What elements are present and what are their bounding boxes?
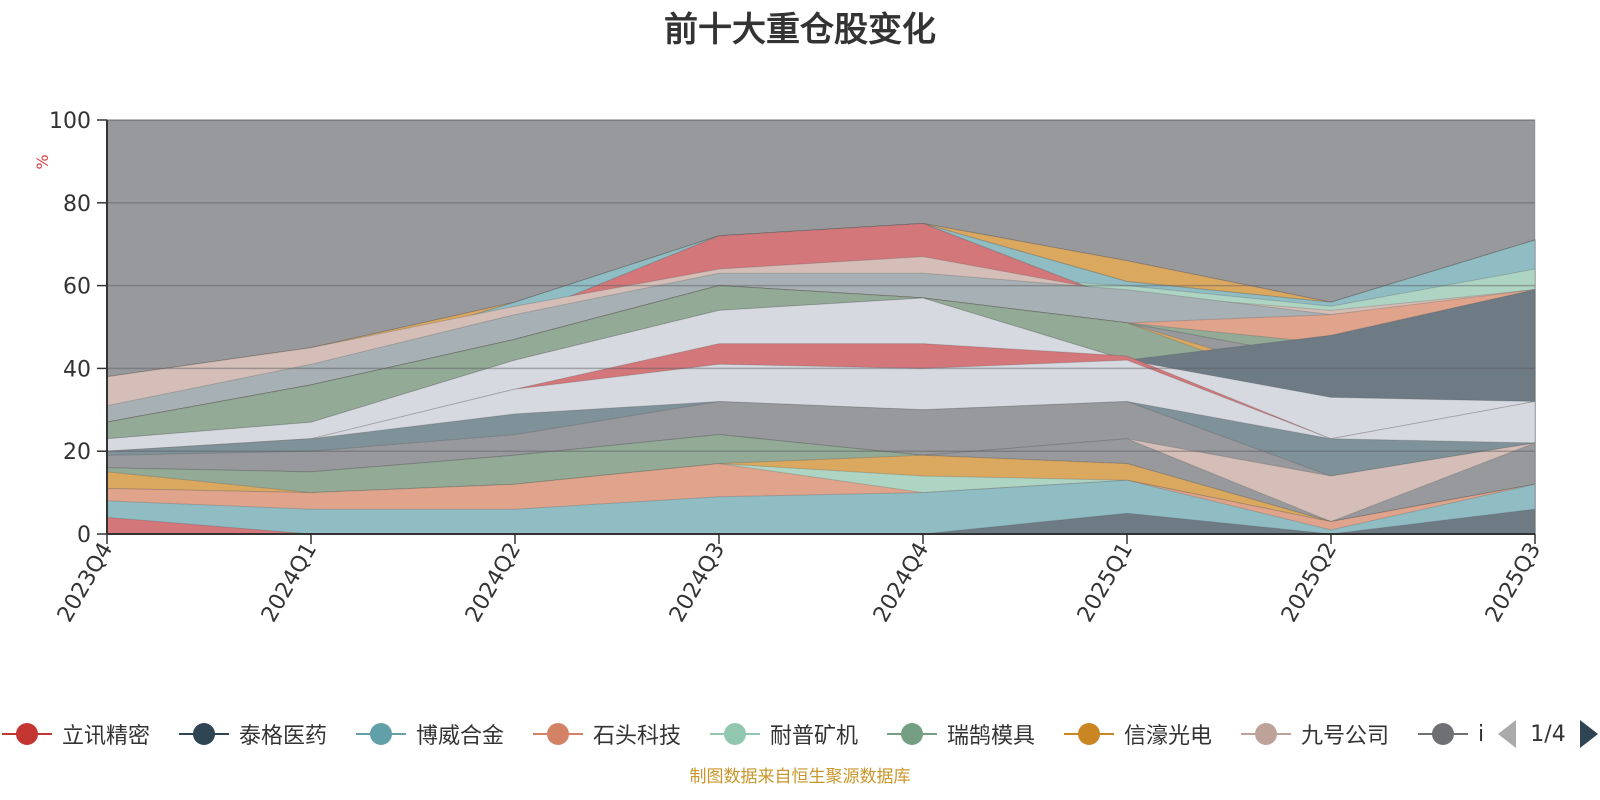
legend-item-9[interactable]: i [1418, 712, 1484, 756]
legend-marker-icon [887, 719, 937, 749]
y-tick-label-100: 100 [49, 109, 91, 134]
legend-label: 九号公司 [1301, 724, 1390, 749]
x-tick-label-2025Q3: 2025Q3 [1481, 539, 1546, 627]
legend-page-indicator: 1/4 [1530, 721, 1566, 747]
y-tick-label-0: 0 [77, 523, 91, 548]
legend-marker-icon [533, 719, 583, 749]
legend-item-1[interactable]: 立讯精密 [2, 712, 150, 756]
source-note: 制图数据来自恒生聚源数据库 [689, 767, 911, 787]
legend-label: 信濠光电 [1124, 724, 1213, 749]
legend-marker-icon [179, 719, 229, 749]
x-tick-label-2024Q2: 2024Q2 [461, 539, 526, 627]
legend-marker-icon [1241, 719, 1291, 749]
legend-label: 石头科技 [593, 724, 682, 749]
legend-label: 博威合金 [416, 724, 505, 749]
legend-label: 泰格医药 [239, 724, 328, 749]
legend-marker-icon [356, 719, 406, 749]
legend-label: 瑞鹄模具 [947, 724, 1036, 749]
chart-title: 前十大重仓股变化 [664, 10, 936, 50]
y-tick-label-20: 20 [63, 440, 91, 465]
chart-plot: 0 20 40 60 80 100% 2023Q4 2024Q1 2024Q2 2024Q3 202… [33, 109, 1546, 627]
y-tick-label-40: 40 [63, 357, 91, 382]
x-tick-label-2024Q4: 2024Q4 [869, 539, 934, 627]
x-tick-label-2025Q2: 2025Q2 [1277, 539, 1342, 627]
legend-item-8[interactable]: 九号公司 [1241, 712, 1389, 756]
legend-next-page-icon[interactable] [1580, 720, 1598, 748]
x-tick-label-2024Q3: 2024Q3 [665, 539, 730, 627]
legend-item-7[interactable]: 信濠光电 [1064, 712, 1212, 756]
legend-marker-icon [710, 719, 760, 749]
legend-marker-icon [2, 719, 52, 749]
legend-label: 耐普矿机 [770, 724, 859, 749]
legend-item-4[interactable]: 石头科技 [533, 712, 681, 756]
legend-pager: 1/4 [1498, 716, 1598, 752]
legend-marker-icon [1064, 719, 1114, 749]
legend-item-6[interactable]: 瑞鹄模具 [887, 712, 1035, 756]
x-tick-label-2024Q1: 2024Q1 [257, 539, 322, 627]
legend-prev-page-icon[interactable] [1498, 720, 1516, 748]
legend-label: i [1478, 721, 1485, 747]
y-tick-label-80: 80 [63, 192, 91, 217]
legend-item-2[interactable]: 泰格医药 [179, 712, 327, 756]
legend-marker-icon [1418, 719, 1468, 749]
y-axis-unit: % [33, 154, 52, 169]
legend-label: 立讯精密 [62, 724, 151, 749]
x-tick-label-2023Q4: 2023Q4 [53, 539, 118, 627]
x-tick-label-2025Q1: 2025Q1 [1073, 539, 1138, 627]
legend-item-3[interactable]: 博威合金 [356, 712, 504, 756]
y-tick-label-60: 60 [63, 275, 91, 300]
legend-item-5[interactable]: 耐普矿机 [710, 712, 858, 756]
legend: 立讯精密 泰格医药 博威合金 石头科技 耐普矿机 瑞鹄模具 信濠光电 九号公司 i [0, 712, 1490, 756]
